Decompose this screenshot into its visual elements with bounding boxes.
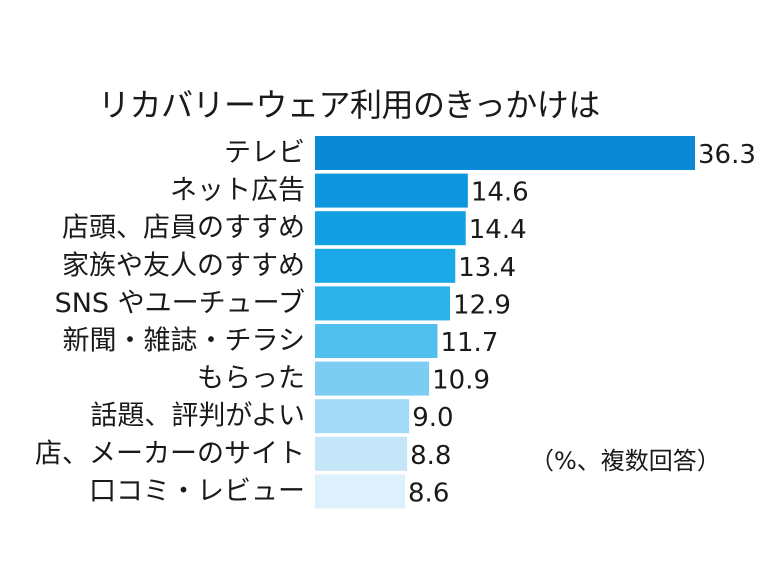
bar [315, 474, 406, 509]
value-label: 13.4 [458, 253, 516, 283]
value-label: 8.6 [408, 478, 449, 508]
value-label: 10.9 [432, 366, 490, 396]
bar [315, 399, 410, 434]
bar [315, 136, 695, 170]
category-label: 店、メーカーのサイト [35, 438, 305, 469]
bar [315, 286, 451, 321]
value-label: 9.0 [412, 403, 453, 433]
value-label: 14.4 [469, 215, 527, 245]
value-label: 14.6 [471, 178, 529, 208]
chart-title: リカバリーウェア利用のきっかけは [98, 86, 600, 124]
chart-note: （%、複数回答） [530, 447, 721, 475]
bar [315, 324, 438, 358]
category-label: 新聞・雑誌・チラシ [63, 326, 305, 357]
bar [315, 173, 468, 208]
value-label: 12.9 [453, 290, 511, 320]
value-label: 11.7 [440, 328, 498, 358]
value-label: 8.8 [410, 441, 451, 471]
bar [315, 248, 456, 283]
bar [315, 436, 408, 471]
category-label: もらった [197, 363, 305, 394]
category-label: 話題、評判がよい [90, 401, 305, 432]
category-label: 店頭、店員のすすめ [62, 213, 305, 244]
category-label: 家族や友人のすすめ [62, 250, 305, 281]
category-label: SNS やユーチューブ [55, 288, 305, 319]
bar [315, 211, 466, 246]
category-label: ネット広告 [170, 175, 305, 206]
bar [315, 361, 430, 396]
category-label: 口コミ・レビュー [89, 476, 305, 507]
category-label: テレビ [224, 138, 305, 169]
value-label: 36.3 [698, 140, 756, 170]
